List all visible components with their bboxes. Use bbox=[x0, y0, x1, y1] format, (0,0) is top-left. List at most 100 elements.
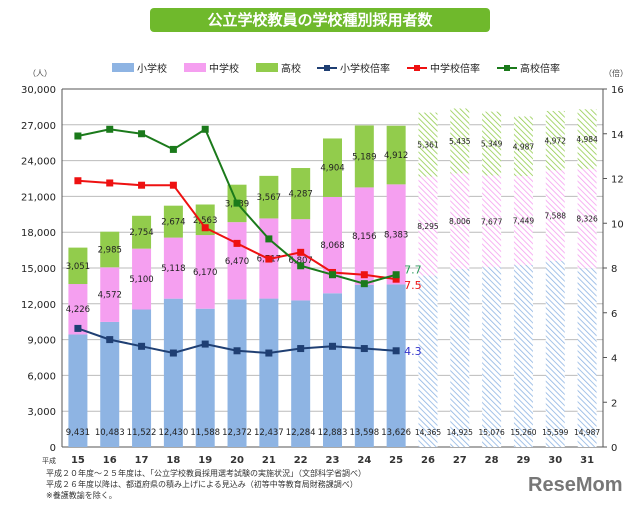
line-marker bbox=[297, 248, 305, 256]
line-marker bbox=[392, 347, 400, 355]
chart-svg: 0 3,000 6,000 9,000 12,000 15,000 18,000 21,000… bbox=[21, 62, 628, 466]
right-tick-label: 6 bbox=[611, 309, 617, 320]
left-tick-label: 6,000 bbox=[27, 371, 56, 382]
bar-data-label: 6,170 bbox=[193, 268, 217, 278]
line-marker bbox=[169, 181, 177, 189]
right-tick-label: 10 bbox=[611, 219, 624, 230]
bar-elementary bbox=[163, 298, 183, 447]
right-tick-label: 14 bbox=[611, 130, 624, 141]
left-tick-label: 3,000 bbox=[27, 407, 56, 418]
line-marker bbox=[329, 271, 336, 279]
bar-high bbox=[259, 175, 279, 219]
x-tick-label: 27 bbox=[453, 455, 467, 466]
line-marker bbox=[138, 130, 146, 138]
bar-elementary bbox=[259, 298, 279, 447]
bar-high bbox=[291, 168, 311, 220]
line-marker bbox=[169, 349, 177, 357]
bar-data-label: 14,925 bbox=[447, 428, 473, 437]
bar-data-label: 8,156 bbox=[352, 232, 376, 242]
bar-data-label: 15,260 bbox=[510, 428, 536, 437]
bar-high bbox=[545, 110, 565, 171]
right-tick-label: 2 bbox=[611, 398, 617, 409]
x-tick-label: 19 bbox=[198, 455, 212, 466]
bar-data-label: 4,572 bbox=[98, 291, 122, 301]
bar-high bbox=[100, 231, 120, 268]
bar-junior-high bbox=[195, 235, 215, 309]
bar-data-label: 2,563 bbox=[193, 216, 217, 226]
bar-junior-high bbox=[545, 170, 565, 261]
line-marker bbox=[297, 345, 305, 353]
bar-data-label: 4,226 bbox=[66, 305, 90, 315]
line-marker bbox=[360, 280, 368, 288]
line-end-label: 7.7 bbox=[404, 264, 422, 277]
bar-elementary bbox=[323, 293, 342, 447]
line-marker bbox=[233, 239, 241, 247]
bar-data-label: 12,437 bbox=[254, 428, 284, 438]
bar-high bbox=[450, 108, 470, 174]
bar-elementary bbox=[545, 260, 565, 447]
bar-data-label: 3,051 bbox=[66, 262, 90, 272]
legend-swatch bbox=[256, 63, 278, 72]
x-tick-label: 23 bbox=[326, 455, 340, 466]
x-tick-label: 30 bbox=[548, 455, 562, 466]
bar-data-label: 8,295 bbox=[417, 222, 439, 231]
bar-data-label: 13,626 bbox=[381, 428, 411, 438]
bar-junior-high bbox=[132, 248, 152, 310]
bar-data-label: 7,588 bbox=[545, 212, 567, 221]
left-axis-unit: （人） bbox=[28, 69, 52, 78]
line-marker bbox=[265, 235, 273, 243]
left-tick-label: 27,000 bbox=[21, 121, 56, 132]
line-marker bbox=[329, 342, 336, 350]
bar-high bbox=[386, 125, 406, 185]
line-marker bbox=[138, 181, 146, 189]
x-prefix: 平成 bbox=[42, 456, 56, 465]
resemom-logo: ReseMom bbox=[528, 474, 623, 496]
bar-data-label: 4,984 bbox=[576, 135, 598, 144]
x-tick-label: 20 bbox=[230, 455, 244, 466]
bar-high bbox=[132, 215, 152, 249]
right-tick-label: 12 bbox=[611, 175, 624, 186]
bar-elementary bbox=[291, 300, 311, 447]
bar-data-label: 4,904 bbox=[320, 164, 344, 174]
legend-label: 中学校倍率 bbox=[430, 62, 480, 75]
bar-data-label: 8,326 bbox=[576, 214, 598, 223]
legend-marker bbox=[414, 65, 420, 71]
bar-data-label: 6,807 bbox=[289, 256, 313, 266]
bar-data-label: 4,972 bbox=[545, 137, 567, 146]
legend-label: 小学校倍率 bbox=[340, 62, 390, 75]
x-tick-label: 15 bbox=[71, 455, 85, 466]
chart-title: 公立学校教員の学校種別採用者数 bbox=[150, 8, 490, 32]
bar-high bbox=[577, 109, 597, 169]
bar-data-label: 5,361 bbox=[417, 141, 439, 150]
x-tick-label: 31 bbox=[580, 455, 594, 466]
x-tick-label: 24 bbox=[357, 455, 371, 466]
bar-elementary bbox=[354, 284, 374, 447]
note-3: ※養護教諭を除く。 bbox=[46, 491, 117, 500]
x-tick-label: 26 bbox=[421, 455, 435, 466]
bar-data-label: 14,987 bbox=[574, 428, 600, 437]
bar-high bbox=[513, 116, 533, 177]
left-tick-label: 24,000 bbox=[21, 157, 56, 168]
right-tick-label: 8 bbox=[611, 264, 617, 275]
bar-elementary bbox=[227, 299, 247, 447]
bar-high bbox=[195, 204, 215, 236]
x-tick-label: 22 bbox=[294, 455, 308, 466]
bar-data-label: 2,985 bbox=[98, 246, 122, 256]
bar-elementary bbox=[386, 284, 406, 447]
bar-data-label: 3,567 bbox=[257, 193, 281, 203]
bar-data-label: 8,068 bbox=[320, 241, 344, 251]
bar-high bbox=[354, 125, 374, 188]
bar-data-label: 2,674 bbox=[161, 218, 185, 228]
legend-label: 高校 bbox=[281, 62, 301, 75]
bar-junior-high bbox=[513, 176, 533, 265]
line-marker bbox=[233, 347, 241, 355]
bar-data-label: 15,076 bbox=[478, 428, 504, 437]
right-tick-label: 16 bbox=[611, 85, 624, 96]
bar-data-label: 5,435 bbox=[449, 137, 471, 146]
bar-junior-high bbox=[68, 284, 88, 335]
bar-data-label: 12,883 bbox=[318, 428, 348, 438]
notes: 平成２０年度～２５年度は、「公立学校教員採用選考試験の実施状況」（文部科学省調べ… bbox=[46, 468, 366, 501]
bar-data-label: 11,588 bbox=[190, 428, 220, 438]
bar-data-label: 4,987 bbox=[513, 142, 535, 151]
